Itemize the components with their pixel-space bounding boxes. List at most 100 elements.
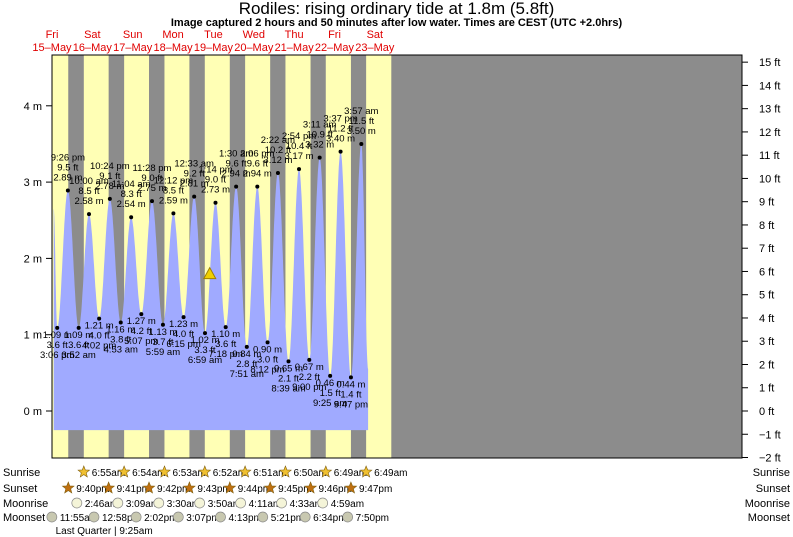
y-tick-label-ft: 9 ft [759, 197, 774, 209]
day-date: 19–May [194, 42, 234, 54]
sunset-row-label-left: Sunset [3, 483, 37, 495]
moonrise-time: 4:59am [331, 499, 364, 510]
moonrise-icon [194, 497, 206, 509]
sunrise-icon [77, 465, 91, 478]
moonset-row-label-left: Moonset [3, 512, 45, 524]
high-tide-ft: 10.9 ft [306, 130, 333, 141]
sunrise-time: 6:55am [92, 468, 125, 479]
moonset-icon [46, 511, 58, 523]
low-tide-ft: 2.8 ft [236, 359, 257, 370]
low-tide-time: 8:39 am [271, 383, 305, 394]
high-tide-m: 2.78 m [95, 181, 124, 192]
low-tide-time: 9:47 pm [334, 399, 368, 410]
high-tide-point [359, 141, 364, 146]
low-tide-point [118, 320, 123, 325]
low-tide-time: 3:06 pm [40, 350, 74, 361]
high-tide-point [317, 155, 322, 160]
low-tide-time: 8:12 pm [250, 364, 284, 375]
high-tide-point [149, 199, 154, 204]
low-tide-point [160, 322, 165, 327]
moonrise-icon [153, 497, 165, 509]
moonrise-icon [276, 497, 287, 509]
y-tick-label-ft: 11 ft [759, 150, 780, 162]
low-tide-ft: 3.6 ft [68, 340, 89, 351]
high-tide-time: 1:30 am [219, 149, 253, 160]
high-tide-point [65, 188, 70, 193]
low-tide-m: 0.65 m [274, 363, 303, 374]
day-of-week: Sat [367, 29, 384, 41]
low-tide-point [307, 357, 312, 362]
high-tide-time: 11:04 am [112, 179, 151, 190]
low-tide-m: 1.16 m [106, 324, 135, 335]
low-tide-ft: 1.5 ft [320, 388, 341, 399]
sunset-time: 9:44pm [238, 484, 271, 495]
moonset-time: 3:07pm [186, 513, 219, 524]
high-tide-time: 2:22 am [261, 135, 295, 146]
high-tide-ft: 9.2 ft [184, 169, 205, 180]
low-tide-ft: 4.0 ft [89, 331, 110, 342]
sunset-icon [304, 481, 318, 494]
y-tick-label-m: 0 m [24, 406, 42, 418]
high-tide-m: 3.12 m [263, 155, 292, 166]
low-tide-m: 1.23 m [169, 319, 198, 330]
day-of-week: Fri [46, 29, 59, 41]
high-tide-time: 3:37 pm [323, 114, 357, 125]
low-tide-point [328, 373, 333, 378]
high-tide-point [338, 149, 343, 154]
moonrise-time: 4:33am [290, 499, 323, 510]
sunrise-time: 6:50am [293, 468, 326, 479]
high-tide-ft: 10.4 ft [286, 141, 313, 152]
day-of-week: Thu [285, 29, 304, 41]
low-tide-ft: 1.4 ft [340, 389, 361, 400]
moonset-time: 7:50pm [356, 513, 389, 524]
high-tide-m: 2.75 m [137, 183, 166, 194]
moonrise-time: 3:09am [126, 499, 159, 510]
moonset-icon [130, 511, 142, 523]
y-tick-label-ft: 5 ft [759, 290, 774, 302]
high-tide-point [192, 194, 197, 199]
sunset-row-label-right: Sunset [756, 483, 790, 495]
high-tide-time: 2:54 pm [282, 131, 316, 142]
low-tide-ft: 2.1 ft [278, 373, 299, 384]
low-tide-ft: 4.0 ft [173, 329, 194, 340]
sunset-icon [344, 481, 358, 494]
low-tide-point [223, 325, 228, 330]
low-tide-m: 0.84 m [232, 349, 261, 360]
sunrise-icon [117, 465, 131, 478]
y-tick-label-ft: 2 ft [759, 359, 774, 371]
high-tide-m: 2.94 m [222, 169, 251, 180]
high-tide-point [171, 211, 176, 216]
low-tide-ft: 3.7 ft [152, 337, 173, 348]
high-tide-point [107, 196, 112, 201]
low-tide-time: 7:18 pm [209, 349, 243, 360]
current-tide-marker [202, 266, 217, 280]
high-tide-m: 2.89 m [53, 172, 82, 183]
high-tide-m: 2.54 m [117, 199, 146, 210]
sunrise-icon [359, 465, 373, 478]
high-tide-m: 2.58 m [74, 196, 103, 207]
y-tick-label-m: 4 m [24, 101, 42, 113]
low-tide-m: 1.02 m [190, 335, 219, 346]
day-of-week: Sun [123, 29, 143, 41]
sunrise-time: 6:52am [213, 468, 246, 479]
low-tide-point [348, 375, 353, 380]
sunrise-time: 6:53am [172, 468, 205, 479]
low-tide-m: 0.67 m [295, 362, 324, 373]
high-tide-m: 3.17 m [284, 151, 313, 162]
y-tick-label-ft: 7 ft [759, 243, 774, 255]
moonset-icon [342, 511, 354, 523]
moonrise-time: 2:46am [85, 499, 118, 510]
moonrise-row-label-left: Moonrise [3, 498, 48, 510]
sunset-icon [263, 481, 277, 494]
sunrise-icon [238, 465, 252, 478]
y-tick-label-ft: 0 ft [759, 406, 774, 418]
low-tide-time: 5:07 pm [124, 336, 158, 347]
moonrise-time: 4:11am [249, 499, 282, 510]
moonrise-icon [235, 497, 246, 509]
low-tide-m: 1.21 m [85, 321, 114, 332]
low-tide-time: 3:52 am [62, 350, 96, 361]
low-tide-time: 9:00 pm [292, 382, 326, 393]
y-tick-label-m: 2 m [24, 253, 42, 265]
y-tick-label-ft: 14 ft [759, 80, 780, 92]
